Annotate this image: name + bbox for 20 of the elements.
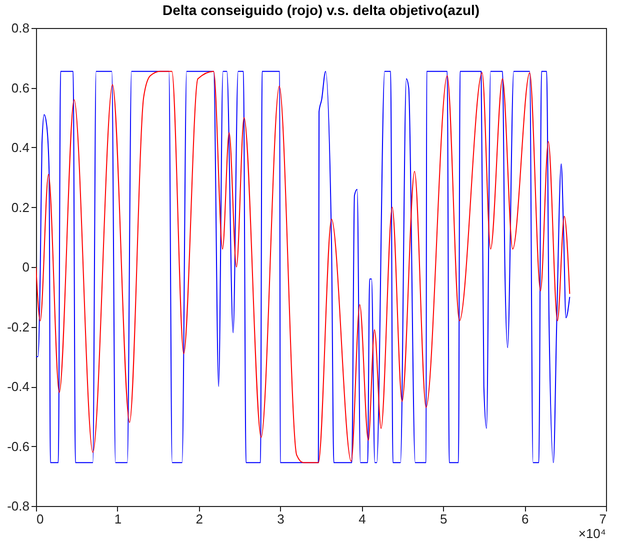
x-tick-label: 0	[36, 512, 44, 526]
y-tick-label: -0.4	[7, 379, 30, 394]
chart-title: Delta conseiguido (rojo) v.s. delta objetivo(azul)	[162, 2, 480, 18]
x-tick-label: 2	[196, 512, 203, 526]
x-tick-label: 4	[358, 512, 366, 526]
x-tick-label: 6	[521, 512, 529, 526]
x-tick-label: 3	[277, 512, 284, 526]
y-tick-label: -0.2	[7, 319, 30, 334]
x-tick-label: 5	[440, 512, 448, 526]
y-tick-label: 0	[22, 260, 30, 274]
y-tick-label: -0.6	[7, 438, 30, 454]
text: ×10⁴	[578, 526, 606, 541]
x-tick-label: 7	[599, 512, 606, 526]
y-tick-label: 0.4	[11, 140, 30, 155]
y-tick-label: 0.8	[11, 20, 30, 36]
y-tick-label: 0.6	[11, 80, 30, 96]
y-tick-label: 0.2	[11, 200, 30, 215]
y-tick-label: -0.8	[7, 498, 30, 514]
x-tick-label: 1	[114, 512, 122, 526]
line-series	[36, 70, 570, 464]
